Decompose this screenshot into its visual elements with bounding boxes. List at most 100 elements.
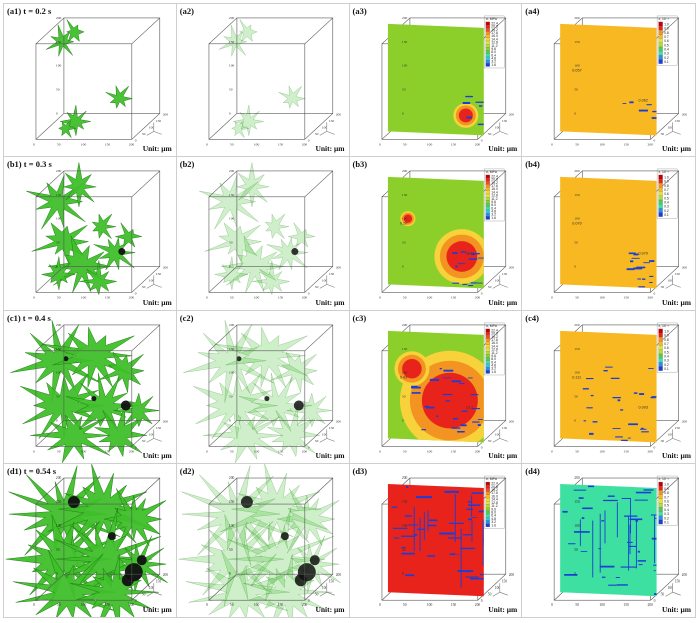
legend-frame <box>483 475 504 529</box>
tick-label: 50 <box>229 394 233 398</box>
legend-value: 8.0 <box>491 50 496 54</box>
tick-label: 200 <box>336 573 342 577</box>
tick-label: 200 <box>648 142 654 146</box>
tick-label: 150 <box>329 119 335 123</box>
legend-swatch <box>658 365 663 371</box>
tick-label: 200 <box>474 449 480 453</box>
legend-swatch <box>658 34 663 39</box>
pore-streak <box>468 258 477 261</box>
tick-label: 0 <box>135 138 137 142</box>
tick-label: 150 <box>56 193 62 197</box>
pore-streak <box>574 530 591 533</box>
stress-zone <box>445 241 477 273</box>
pore <box>291 248 299 256</box>
cube-back-face <box>63 170 161 268</box>
pore-streak <box>416 528 425 530</box>
legend-value: 22.4 <box>491 175 498 179</box>
pore-streak <box>633 253 639 256</box>
cube-front-face <box>208 196 305 293</box>
legend-value: 1.0 <box>664 329 669 333</box>
pore-streak <box>582 387 590 389</box>
tick-label: 100 <box>426 142 432 146</box>
unit-label: Unit: μm <box>488 605 518 614</box>
slice-annotation: 9.20 <box>399 222 406 226</box>
legend-title: σ, MPa <box>485 323 496 327</box>
tick-label: 200 <box>401 322 407 326</box>
tick-label: 0 <box>229 572 231 576</box>
legend-swatch <box>658 200 663 205</box>
cube-front-face <box>208 350 305 447</box>
tick-label: 50 <box>230 296 234 300</box>
cube-back-face <box>236 17 333 114</box>
figure-grid: 0 50 100 150 200 0 50 100 150 200 0 50 100 150 200 (a1)… <box>3 3 696 618</box>
unit-label: Unit: μm <box>315 450 345 460</box>
legend-title: σ, MPa <box>485 17 496 21</box>
pore-streak <box>456 430 465 433</box>
cube-edge <box>131 324 160 351</box>
pore-streak <box>634 499 649 501</box>
legend-value: 17.6 <box>491 338 498 342</box>
tick-label: 100 <box>401 217 407 221</box>
pore-streak <box>617 502 619 538</box>
pore-streak <box>640 428 647 430</box>
dendrite-grain <box>94 404 147 457</box>
axis-triad-icon <box>146 582 162 597</box>
dendrite-grain <box>60 105 91 136</box>
pore-streak <box>478 105 482 107</box>
tick-label: 200 <box>229 322 235 326</box>
legend-value: 14.4 <box>491 497 498 501</box>
tick-label: 100 <box>56 524 62 528</box>
tick-label: 100 <box>426 296 432 300</box>
legend-swatch <box>485 194 490 198</box>
axis-triad-icon <box>319 122 335 136</box>
tick-label: 200 <box>574 16 580 20</box>
legend-swatch <box>658 506 663 512</box>
tick-label: 100 <box>494 432 500 436</box>
legend-value: 3.2 <box>491 520 496 524</box>
pore-streak <box>616 584 629 586</box>
tick-label: 150 <box>501 425 507 429</box>
legend-value: 0.4 <box>664 201 669 205</box>
legend-swatch <box>485 494 490 498</box>
cross-section-slice <box>560 483 657 596</box>
dendrite-grain <box>198 174 259 230</box>
cube-frame <box>35 477 161 601</box>
pore-streak <box>415 495 432 498</box>
legend-swatch <box>485 334 490 339</box>
legend-swatch <box>658 511 663 516</box>
pore-streak <box>638 563 643 565</box>
tick-label: 100 <box>81 142 87 146</box>
pore-streak <box>471 492 484 494</box>
pore-streak <box>459 423 467 426</box>
tick-label: 0 <box>574 418 576 422</box>
legend-value: 0.9 <box>664 333 669 337</box>
pore-streak <box>590 394 594 396</box>
tick-label: 150 <box>624 142 630 146</box>
pore-streak <box>454 493 456 542</box>
legend-frame <box>657 169 678 219</box>
pore-streak <box>471 520 472 542</box>
legend-value: 3.2 <box>491 213 496 217</box>
pore-streak <box>564 573 578 576</box>
legend-value: 19.2 <box>491 181 498 185</box>
tick-label: 200 <box>574 169 580 173</box>
tick-label: 150 <box>501 119 507 123</box>
tick-label: 200 <box>401 16 407 20</box>
pore-streak <box>655 517 657 519</box>
tick-label: 50 <box>229 548 233 552</box>
tick-label: 50 <box>661 438 665 442</box>
legend-swatch <box>658 357 663 362</box>
legend-swatch <box>658 191 663 197</box>
dendrite-grain <box>232 105 264 136</box>
pore-streak <box>636 491 652 494</box>
dendrite-grain <box>264 213 289 240</box>
tick-label: 50 <box>142 285 146 289</box>
axis-triad-icon <box>492 582 508 597</box>
pore <box>136 554 147 565</box>
legend-swatch <box>485 360 490 364</box>
legend-swatch <box>485 184 490 188</box>
